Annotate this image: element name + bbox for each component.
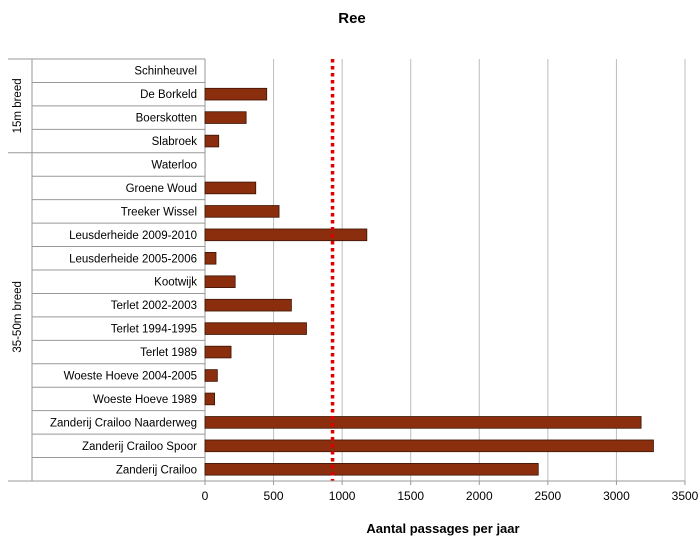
x-tick-labels: 0 500 1000 1500 2000 2500 3000 3500 — [202, 481, 699, 503]
bar — [204, 87, 268, 101]
x-tick-label: 500 — [264, 489, 284, 503]
bar — [204, 439, 654, 453]
bar — [204, 275, 236, 288]
bar — [204, 205, 280, 218]
category-label: Schinheuvel — [134, 66, 197, 78]
x-tick-label: 3500 — [672, 489, 699, 503]
category-label: Woeste Hoeve 1989 — [93, 394, 197, 406]
category-label: De Borkeld — [140, 89, 197, 101]
category-label: Zanderij Crailoo Spoor — [82, 441, 197, 453]
group-label: 15m breed — [12, 78, 24, 133]
category-label: Woeste Hoeve 2004-2005 — [64, 371, 197, 383]
bar — [204, 416, 642, 429]
category-label: Terlet 1989 — [140, 347, 197, 359]
group-separators — [8, 58, 205, 482]
bar — [204, 134, 220, 148]
bar — [204, 345, 232, 359]
bar — [204, 463, 539, 476]
category-label: Leusderheide 2009-2010 — [69, 230, 197, 242]
x-tick-label: 1500 — [397, 489, 424, 503]
x-tick-label: 1000 — [329, 489, 356, 503]
bar — [204, 322, 307, 335]
category-label: Leusderheide 2005-2006 — [69, 253, 197, 265]
x-tick-label: 3000 — [603, 489, 630, 503]
category-label: Terlet 1994-1995 — [111, 324, 197, 336]
category-label: Boerskotten — [136, 113, 197, 125]
bar — [204, 228, 368, 242]
bar — [204, 298, 292, 312]
category-label: Terlet 2002-2003 — [111, 300, 197, 312]
category-label: Waterloo — [151, 160, 197, 172]
category-labels: Schinheuvel De Borkeld Boerskotten Slabroek… — [50, 66, 197, 477]
bar — [204, 369, 218, 382]
x-tick-label: 2500 — [535, 489, 562, 503]
group-label: 35-50m breed — [12, 281, 24, 353]
x-tick-label: 2000 — [466, 489, 493, 503]
category-label: Zanderij Crailoo — [116, 464, 197, 476]
x-tick-label: 0 — [202, 489, 209, 503]
category-label: Groene Woud — [126, 183, 197, 195]
x-axis-label: Aantal passages per jaar — [366, 521, 519, 536]
bar — [204, 181, 257, 195]
bar — [204, 111, 247, 124]
group-labels: 15m breed 35-50m breed — [12, 78, 24, 352]
category-label: Slabroek — [152, 136, 198, 148]
category-label: Zanderij Crailoo Naarderweg — [50, 417, 197, 429]
chart-title: Ree — [338, 10, 366, 27]
bar — [204, 392, 215, 406]
bar — [204, 252, 217, 265]
category-label: Treeker Wissel — [121, 206, 197, 218]
gridlines — [204, 59, 686, 481]
category-label: Kootwijk — [154, 277, 197, 289]
bars — [204, 87, 654, 476]
